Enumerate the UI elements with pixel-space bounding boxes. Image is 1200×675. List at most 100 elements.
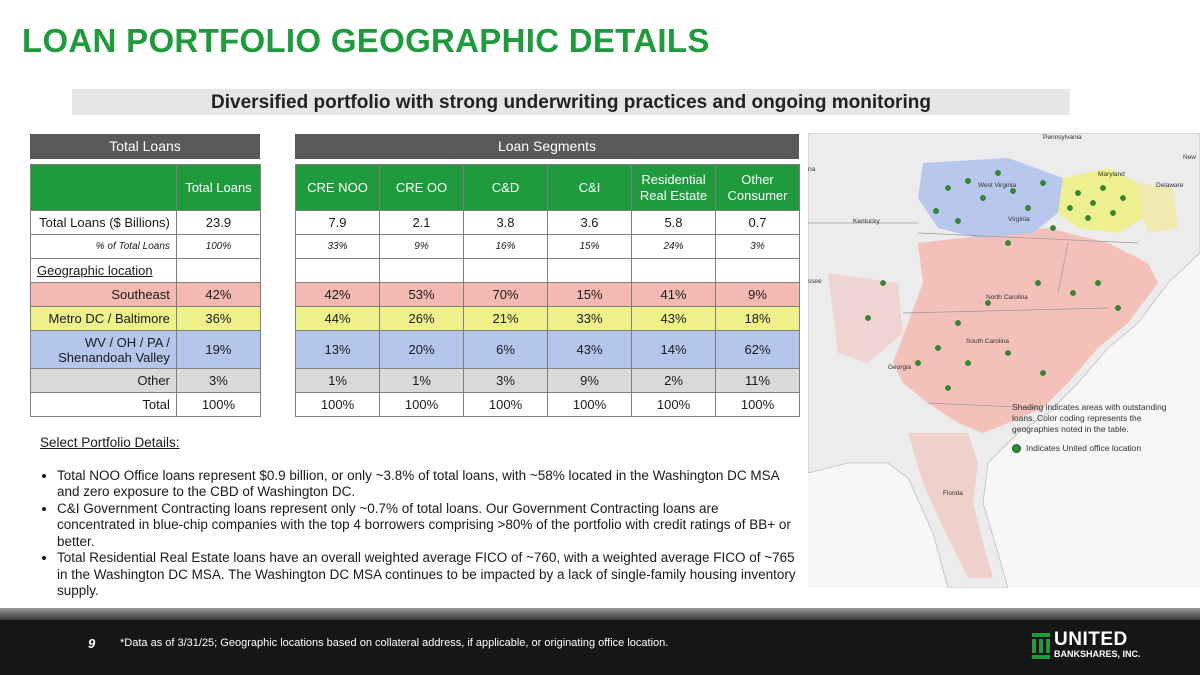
cell: 43% (547, 330, 632, 369)
cell: 100% (715, 392, 800, 417)
details-list: Total NOO Office loans represent $0.9 bi… (40, 468, 800, 600)
cell: 9% (379, 234, 464, 259)
cell (715, 258, 800, 283)
map-legend-office: Indicates United office location (1012, 443, 1141, 453)
page-title: LOAN PORTFOLIO GEOGRAPHIC DETAILS (22, 22, 710, 59)
cell: 100% (463, 392, 548, 417)
map-label: West Virginia (978, 182, 1016, 189)
state-borders (808, 222, 1139, 409)
loan-segments-table: CRE NOO CRE OO C&D C&I Residential Real … (295, 164, 800, 417)
map-label: Georgia (888, 364, 912, 371)
segment-header: Other Consumer (715, 164, 800, 211)
loan-geography-map: Pennsylvania New Maryland Delaware West … (808, 133, 1200, 588)
cell: 13% (295, 330, 380, 369)
total-loans-section-header: Total Loans (30, 134, 260, 159)
table-row-metro-dc: Metro DC / Baltimore 36% (30, 306, 262, 331)
map-label: Pennsylvania (1043, 134, 1082, 141)
cell (547, 258, 632, 283)
segments-header-row: CRE NOO CRE OO C&D C&I Residential Real … (295, 164, 800, 211)
legend-office-label: Indicates United office location (1026, 443, 1142, 453)
segment-header: CRE OO (379, 164, 464, 211)
header-blank-cell (30, 164, 177, 211)
cell: 42% (295, 282, 380, 307)
list-item: C&I Government Contracting loans represe… (57, 501, 800, 551)
row-value: 3% (175, 368, 262, 393)
cell: 7.9 (295, 210, 380, 235)
table-row: 7.9 2.1 3.8 3.6 5.8 0.7 (295, 210, 800, 235)
cell: 41% (631, 282, 716, 307)
logo-mark-icon (1032, 632, 1050, 659)
logo-text: UNITED (1054, 629, 1128, 650)
cell: 100% (547, 392, 632, 417)
map-label: Delaware (1156, 182, 1184, 189)
table-row-southeast: Southeast 42% (30, 282, 262, 307)
footer-bar (0, 620, 1200, 675)
row-label: % of Total Loans (30, 234, 177, 259)
table-row-other: Other 3% (30, 368, 262, 393)
cell: 53% (379, 282, 464, 307)
map-label: South Carolina (966, 338, 1009, 345)
row-value (175, 258, 262, 283)
cell: 100% (295, 392, 380, 417)
total-loans-header-row: Total Loans (30, 164, 262, 211)
map-label: na (808, 166, 816, 173)
cell: 33% (295, 234, 380, 259)
cell: 18% (715, 306, 800, 331)
cell: 16% (463, 234, 548, 259)
cell: 33% (547, 306, 632, 331)
table-row: % of Total Loans 100% (30, 234, 262, 259)
segment-header: C&I (547, 164, 632, 211)
table-row: Total Loans ($ Billions) 23.9 (30, 210, 262, 235)
row-value: 36% (175, 306, 262, 331)
cell: 3% (463, 368, 548, 393)
office-dot-icon (1012, 443, 1021, 453)
cell: 15% (547, 282, 632, 307)
map-label: Maryland (1098, 171, 1125, 178)
wv-region (918, 158, 1063, 238)
cell: 3.8 (463, 210, 548, 235)
list-item: Total NOO Office loans represent $0.9 bi… (57, 468, 800, 501)
row-value: 100% (175, 392, 262, 417)
row-label: WV / OH / PA / Shenandoah Valley (30, 330, 177, 369)
metro-dc-region (1058, 168, 1143, 233)
cell (631, 258, 716, 283)
cell: 11% (715, 368, 800, 393)
row-label: Southeast (30, 282, 177, 307)
table-row: Geographic location (30, 258, 262, 283)
row-label: Metro DC / Baltimore (30, 306, 177, 331)
cell: 21% (463, 306, 548, 331)
table-row (295, 258, 800, 283)
row-value: 23.9 (175, 210, 262, 235)
page-number: 9 (88, 636, 96, 651)
cell (295, 258, 380, 283)
logo-subtext: BANKSHARES, INC. (1054, 649, 1141, 659)
cell: 2% (631, 368, 716, 393)
cell: 9% (715, 282, 800, 307)
map-label: ssee (808, 278, 822, 285)
cell: 9% (547, 368, 632, 393)
table-row-total: Total 100% (30, 392, 262, 417)
cell (379, 258, 464, 283)
table-row-wv: 13% 20% 6% 43% 14% 62% (295, 330, 800, 369)
map-legend-note: Shading indicates areas with outstanding… (1012, 402, 1167, 434)
cell: 26% (379, 306, 464, 331)
segment-header: C&D (463, 164, 548, 211)
cell: 100% (631, 392, 716, 417)
table-row-southeast: 42% 53% 70% 15% 41% 9% (295, 282, 800, 307)
total-loans-table: Total Loans Total Loans ($ Billions) 23.… (30, 164, 262, 417)
table-row: 33% 9% 16% 15% 24% 3% (295, 234, 800, 259)
details-heading: Select Portfolio Details: (40, 435, 180, 450)
map-label: New (1183, 154, 1196, 161)
delaware-region (1138, 183, 1178, 233)
row-value: 42% (175, 282, 262, 307)
cell: 0.7 (715, 210, 800, 235)
cell: 20% (379, 330, 464, 369)
row-label: Total Loans ($ Billions) (30, 210, 177, 235)
cell: 24% (631, 234, 716, 259)
portfolio-details: Select Portfolio Details: Total NOO Offi… (40, 435, 800, 600)
florida-region (908, 433, 993, 578)
row-value: 19% (175, 330, 262, 369)
cell: 14% (631, 330, 716, 369)
geographic-location-label: Geographic location (30, 258, 177, 283)
map-label: North Carolina (986, 294, 1028, 301)
